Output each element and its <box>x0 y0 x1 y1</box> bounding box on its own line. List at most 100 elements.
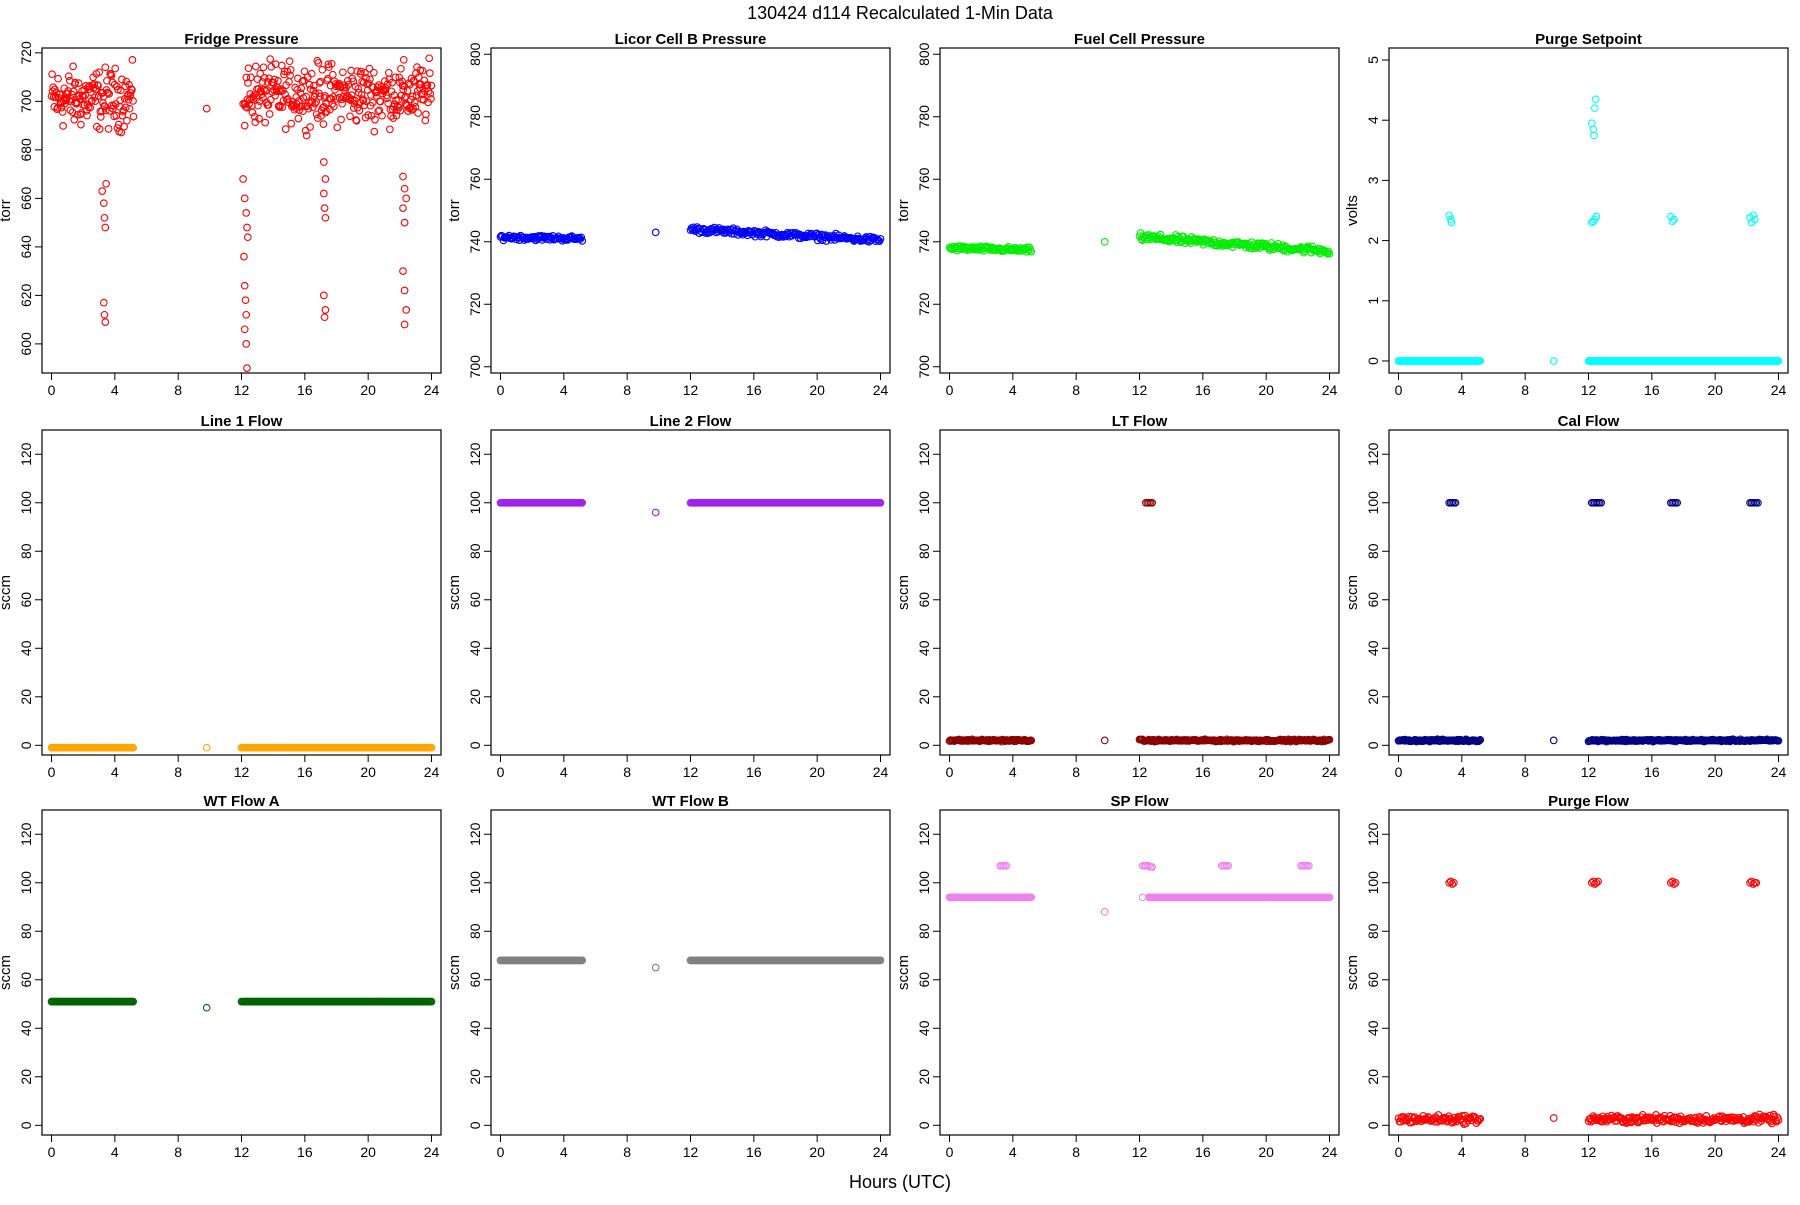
chart-purge-flow-data-point <box>1476 1115 1485 1123</box>
chart-line-1-flow-y-axis-label: sccm <box>0 575 14 610</box>
chart-wt-flow-b-plot-frame <box>490 809 891 1136</box>
chart-wt-flow-a-y-tick-label: 80 <box>18 923 34 939</box>
chart-fridge-pressure-data-point <box>250 112 259 121</box>
chart-sp-flow-y-tick-label: 60 <box>916 972 932 988</box>
chart-cal-flow-y-tick-label: 80 <box>1365 543 1381 559</box>
chart-purge-flow-y-tick-label: 20 <box>1365 1069 1381 1085</box>
chart-fridge-pressure-data-point <box>399 55 408 64</box>
chart-fridge-pressure-data-point <box>287 119 296 128</box>
chart-fuel-cell-pressure-x-tick-label: 0 <box>946 382 954 398</box>
chart-sp-flow-y-tick-label: 100 <box>916 871 932 895</box>
chart-fridge-pressure-y-tick-label: 700 <box>18 89 34 113</box>
chart-purge-flow-points <box>1394 877 1783 1128</box>
chart-fuel-cell-pressure-y-tick-label: 800 <box>916 42 932 66</box>
chart-line-2-flow-data-point <box>876 498 885 507</box>
chart-fridge-pressure-data-point <box>242 73 251 82</box>
chart-fridge-pressure-data-point <box>347 91 356 99</box>
chart-fridge-pressure-data-point <box>274 77 282 85</box>
chart-lt-flow-plot-frame <box>939 429 1340 756</box>
chart-fridge-pressure-x-tick-label: 4 <box>111 382 119 398</box>
chart-lt-flow-data-point <box>1100 736 1109 745</box>
chart-purge-flow-y-tick-label: 40 <box>1365 1020 1381 1036</box>
chart-fridge-pressure-data-point <box>281 125 290 133</box>
chart-licor-cell-b-pressure-plot-frame <box>490 47 891 374</box>
chart-fridge-pressure-data-point <box>351 96 359 105</box>
chart-fridge-pressure-data-point <box>319 189 328 198</box>
chart-fuel-cell-pressure-data-point <box>1222 240 1230 249</box>
chart-wt-flow-b-data-point <box>651 963 660 972</box>
chart-purge-flow-data-point <box>1594 877 1602 886</box>
chart-fridge-pressure-data-point <box>319 291 328 300</box>
chart-fuel-cell-pressure-x-tick-label: 4 <box>1009 382 1017 398</box>
chart-fridge-pressure-data-point <box>265 110 274 118</box>
chart-wt-flow-b-y-tick-label: 0 <box>467 1121 483 1129</box>
chart-fridge-pressure-data-point <box>315 79 324 87</box>
chart-purge-flow-x-tick-label: 20 <box>1707 1144 1723 1160</box>
chart-licor-cell-b-pressure-data-point <box>578 237 587 245</box>
chart-cal-flow-data-point <box>1774 736 1783 745</box>
chart-purge-flow-y-axis-label: sccm <box>1344 955 1361 990</box>
chart-fuel-cell-pressure-data-point <box>1322 249 1331 257</box>
chart-fuel-cell-pressure-data-point <box>1325 249 1334 258</box>
chart-lt-flow-x-tick-label: 4 <box>1009 764 1017 780</box>
chart-fridge-pressure-data-point <box>400 218 409 227</box>
chart-fridge-pressure-data-point <box>312 110 321 119</box>
chart-lt-flow-y-tick-label: 120 <box>916 442 932 466</box>
chart-line-2-flow-y-tick-label: 40 <box>467 640 483 656</box>
chart-licor-cell-b-pressure-x-tick-label: 24 <box>873 382 889 398</box>
chart-purge-flow-data-point <box>1635 1117 1644 1126</box>
chart-fridge-pressure-data-point <box>295 106 304 114</box>
chart-wt-flow-b-x-tick-label: 4 <box>560 1144 568 1160</box>
chart-fridge-pressure-data-point <box>240 252 248 261</box>
chart-fridge-pressure-data-point <box>318 65 327 74</box>
chart-fridge-pressure-x-tick-label: 0 <box>48 382 56 398</box>
chart-fridge-pressure-data-point <box>105 90 113 98</box>
chart-sp-flow-y-tick-label: 0 <box>916 1121 932 1129</box>
chart-licor-cell-b-pressure-x-tick-label: 8 <box>623 382 631 398</box>
chart-purge-flow-y-tick-label: 60 <box>1365 972 1381 988</box>
chart-fridge-pressure-data-point <box>427 81 436 90</box>
chart-licor-cell-b-pressure-data-point <box>873 235 882 244</box>
chart-line-2-flow-x-tick-label: 24 <box>873 764 889 780</box>
chart-fridge-pressure-data-point <box>260 85 268 94</box>
chart-purge-flow-x-tick-label: 12 <box>1581 1144 1597 1160</box>
chart-purge-setpoint-data-point <box>1668 217 1677 226</box>
chart-purge-flow-data-point <box>1592 878 1601 887</box>
chart-line-1-flow-y-tick-label: 100 <box>18 491 34 515</box>
chart-fridge-pressure-data-point <box>315 89 323 98</box>
chart-fridge-pressure-data-point <box>106 69 115 78</box>
chart-fridge-pressure-data-point <box>364 111 373 119</box>
chart-fridge-pressure-data-point <box>352 116 361 125</box>
chart-fridge-pressure-data-point <box>426 89 435 98</box>
chart-fridge-pressure-data-point <box>399 86 408 94</box>
chart-fuel-cell-pressure-data-point <box>1100 237 1109 246</box>
chart-fridge-pressure-data-point <box>69 87 78 96</box>
chart-licor-cell-b-pressure-title: Licor Cell B Pressure <box>615 31 767 48</box>
chart-fridge-pressure-data-point <box>111 64 120 73</box>
chart-cal-flow-data-point <box>1474 737 1483 746</box>
chart-fridge-pressure-data-point <box>111 100 120 108</box>
chart-sp-flow-plot-frame <box>939 809 1340 1136</box>
chart-cal-flow-x-tick-label: 12 <box>1581 764 1597 780</box>
chart-licor-cell-b-pressure-points <box>496 223 885 246</box>
chart-purge-setpoint-x-tick-label: 20 <box>1707 382 1723 398</box>
chart-fridge-pressure-data-point <box>425 54 434 63</box>
chart-licor-cell-b-pressure-x-tick-label: 4 <box>560 382 568 398</box>
chart-fridge-pressure-y-tick-label: 620 <box>18 283 34 307</box>
chart-sp-flow-data-point <box>1027 893 1036 902</box>
chart-line-1-flow-x-tick-label: 12 <box>234 764 250 780</box>
chart-fuel-cell-pressure-y-tick-label: 740 <box>916 230 932 254</box>
chart-fuel-cell-pressure-y-tick-label: 700 <box>916 355 932 379</box>
chart-wt-flow-b-y-tick-label: 40 <box>467 1020 483 1036</box>
chart-purge-setpoint-data-point <box>1670 215 1678 224</box>
chart-lt-flow-points <box>945 498 1334 746</box>
chart-purge-setpoint-y-tick-label: 2 <box>1365 236 1381 244</box>
chart-purge-setpoint-x-tick-label: 0 <box>1395 382 1403 398</box>
chart-cal-flow-y-tick-label: 40 <box>1365 640 1381 656</box>
chart-licor-cell-b-pressure-data-point <box>876 235 885 243</box>
chart-licor-cell-b-pressure-y-tick-label: 700 <box>467 355 483 379</box>
chart-purge-setpoint-y-tick-label: 5 <box>1365 56 1381 64</box>
chart-wt-flow-a-panel: WT Flow A sccm 0 4 8 12 16 20 24 0 20 40 60 80 100 120 <box>0 793 442 1160</box>
